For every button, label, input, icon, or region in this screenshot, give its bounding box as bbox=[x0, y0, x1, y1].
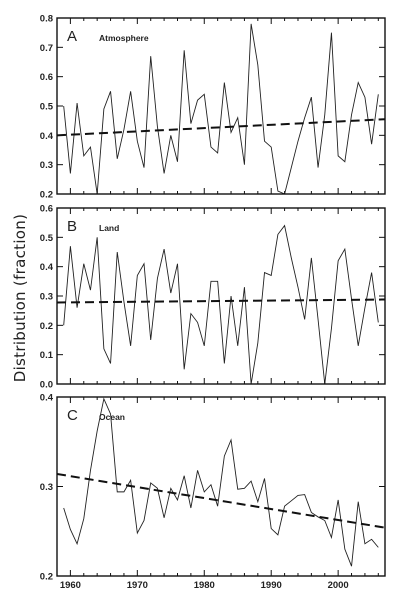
y-tick-label: 0.1 bbox=[40, 350, 54, 361]
series-line-b bbox=[63, 224, 379, 384]
y-tick-label: 0.6 bbox=[40, 72, 53, 83]
y-tick-label: 0.3 bbox=[40, 160, 53, 171]
x-tick-label: 1970 bbox=[127, 580, 148, 591]
y-tick-label: 0.8 bbox=[40, 14, 53, 25]
y-tick-label: 0.2 bbox=[40, 321, 53, 332]
panel-frame-c bbox=[56, 396, 386, 577]
y-tick-label: 0.7 bbox=[40, 43, 53, 54]
x-tick-label: 1960 bbox=[60, 580, 81, 591]
y-tick-label: 0.4 bbox=[40, 393, 54, 404]
chart-panel-c: 0.2 0.3 0.4 1960 1970 1980 1990 2000 C Ocean bbox=[40, 393, 386, 591]
y-tick-label: 0.4 bbox=[40, 131, 54, 142]
y-tick-label: 0.3 bbox=[40, 482, 53, 493]
y-tick-label: 0.4 bbox=[40, 262, 54, 273]
x-tick-label: 1990 bbox=[261, 580, 282, 591]
panel-title-b: Land bbox=[99, 223, 119, 233]
y-axis-label-text: Distribution (fraction) bbox=[11, 213, 29, 383]
y-tick-label: 0.5 bbox=[40, 102, 54, 113]
y-tick-label: 0.2 bbox=[40, 572, 53, 583]
panel-title-a: Atmosphere bbox=[99, 33, 149, 43]
y-tick-label: 0.3 bbox=[40, 292, 53, 303]
panel-letter-b: B bbox=[67, 218, 77, 235]
trend-line-a bbox=[57, 118, 385, 137]
series-line-a bbox=[63, 23, 379, 194]
chart-panel-a: 0.2 0.3 0.4 0.5 0.6 0.7 0.8 A Atmosphere bbox=[40, 14, 386, 201]
y-tick-label: 0.5 bbox=[40, 233, 54, 244]
panel-letter-c: C bbox=[67, 407, 78, 424]
y-tick-label: 0.2 bbox=[40, 190, 53, 201]
y-tick-label: 0.0 bbox=[40, 380, 53, 391]
x-tick-label: 2000 bbox=[328, 580, 349, 591]
y-tick-label: 0.6 bbox=[40, 204, 53, 215]
series-line-c bbox=[63, 397, 379, 567]
panel-frame-b bbox=[56, 207, 386, 385]
chart-panel-b: 0.0 0.1 0.2 0.3 0.4 0.5 0.6 B Land bbox=[40, 204, 386, 391]
panel-letter-a: A bbox=[67, 28, 77, 45]
panel-title-c: Ocean bbox=[99, 412, 125, 422]
trend-line-b bbox=[57, 298, 385, 304]
x-tick-label: 1980 bbox=[194, 580, 215, 591]
